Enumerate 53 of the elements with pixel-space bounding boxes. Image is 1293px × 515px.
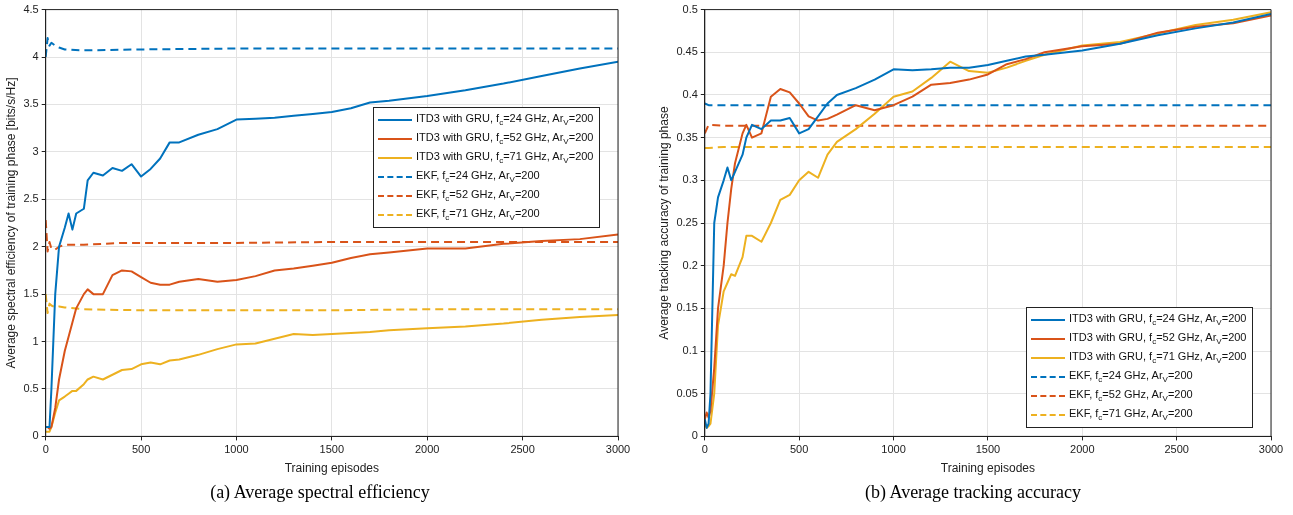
x-tick-label: 0 xyxy=(42,443,49,456)
y-tick-label: 0 xyxy=(691,429,698,442)
legend-label: EKF, f$_{c}$=52 GHz, Ar$_{V}$=200 xyxy=(416,188,540,204)
x-tick-label: 0 xyxy=(701,443,708,456)
legend-label: EKF, f$_{c}$=71 GHz, Ar$_{V}$=200 xyxy=(1069,407,1193,423)
text: (a) Average spectral efficiency xyxy=(209,482,431,503)
x-tick-label: 2000 xyxy=(1070,443,1095,456)
y-tick-label: 3.5 xyxy=(23,97,39,110)
y-tick-label: 1 xyxy=(32,334,39,347)
y-tick-label: 0.25 xyxy=(676,216,698,229)
y-tick-label: 0 xyxy=(32,429,39,442)
x-tick-label: 500 xyxy=(131,443,151,456)
x-axis-title: Training episodes xyxy=(940,461,1036,476)
legend-label: ITD3 with GRU, f$_{c}$=52 GHz, Ar$_{V}$=200 xyxy=(416,131,594,147)
y-tick-label: 0.2 xyxy=(682,258,698,271)
y-axis-title: Average tracking accuracy of training phase xyxy=(656,106,671,340)
x-axis-title: Training episodes xyxy=(284,461,379,476)
y-tick-label: 0.5 xyxy=(682,2,698,15)
legend-label: EKF, f$_{c}$=52 GHz, Ar$_{V}$=200 xyxy=(1069,388,1193,404)
legend-label: EKF, f$_{c}$=71 GHz, Ar$_{V}$=200 xyxy=(416,207,540,223)
legend-label: ITD3 with GRU, f$_{c}$=24 GHz, Ar$_{V}$=200 xyxy=(1069,312,1247,328)
x-tick-label: 1000 xyxy=(224,443,249,456)
x-tick-label: 1000 xyxy=(881,443,906,456)
y-tick-label: 3 xyxy=(32,144,39,157)
y-tick-label: 0.3 xyxy=(682,173,698,186)
legend-label: ITD3 with GRU, f$_{c}$=71 GHz, Ar$_{V}$=200 xyxy=(416,150,594,166)
x-tick-label: 1500 xyxy=(975,443,1001,456)
y-tick-label: 2.5 xyxy=(23,192,39,205)
y-tick-label: 0.5 xyxy=(23,382,39,395)
y-tick-label: 0.45 xyxy=(676,45,698,58)
text: (b) Average tracking accuracy xyxy=(863,482,1082,503)
y-tick-label: 0.15 xyxy=(676,301,698,314)
legend-label: EKF, f$_{c}$=24 GHz, Ar$_{V}$=200 xyxy=(1069,369,1193,385)
y-tick-label: 1.5 xyxy=(23,287,39,300)
legend-label: ITD3 with GRU, f$_{c}$=71 GHz, Ar$_{V}$=200 xyxy=(1069,350,1247,366)
y-tick-label: 0.4 xyxy=(682,87,698,100)
y-tick-label: 0.05 xyxy=(676,386,698,399)
x-tick-label: 3000 xyxy=(1258,443,1284,456)
y-tick-label: 0.35 xyxy=(676,130,698,143)
x-tick-label: 1500 xyxy=(319,443,345,456)
y-tick-label: 4 xyxy=(32,50,39,63)
x-tick-label: 3000 xyxy=(605,443,631,456)
y-tick-label: 0.1 xyxy=(682,344,698,357)
x-tick-label: 2500 xyxy=(1164,443,1189,456)
legend-label: ITD3 with GRU, f$_{c}$=24 GHz, Ar$_{V}$=200 xyxy=(416,112,594,128)
x-tick-label: 2000 xyxy=(414,443,440,456)
x-tick-label: 500 xyxy=(789,443,809,456)
legend-label: EKF, f$_{c}$=24 GHz, Ar$_{V}$=200 xyxy=(416,169,540,185)
y-tick-label: 2 xyxy=(32,239,39,252)
legend-label: ITD3 with GRU, f$_{c}$=52 GHz, Ar$_{V}$=200 xyxy=(1069,331,1247,347)
x-tick-label: 2500 xyxy=(510,443,535,456)
y-tick-label: 4.5 xyxy=(23,2,39,15)
y-axis-title: Average spectral efficiency of training phase [bits/s/Hz] xyxy=(3,77,18,369)
